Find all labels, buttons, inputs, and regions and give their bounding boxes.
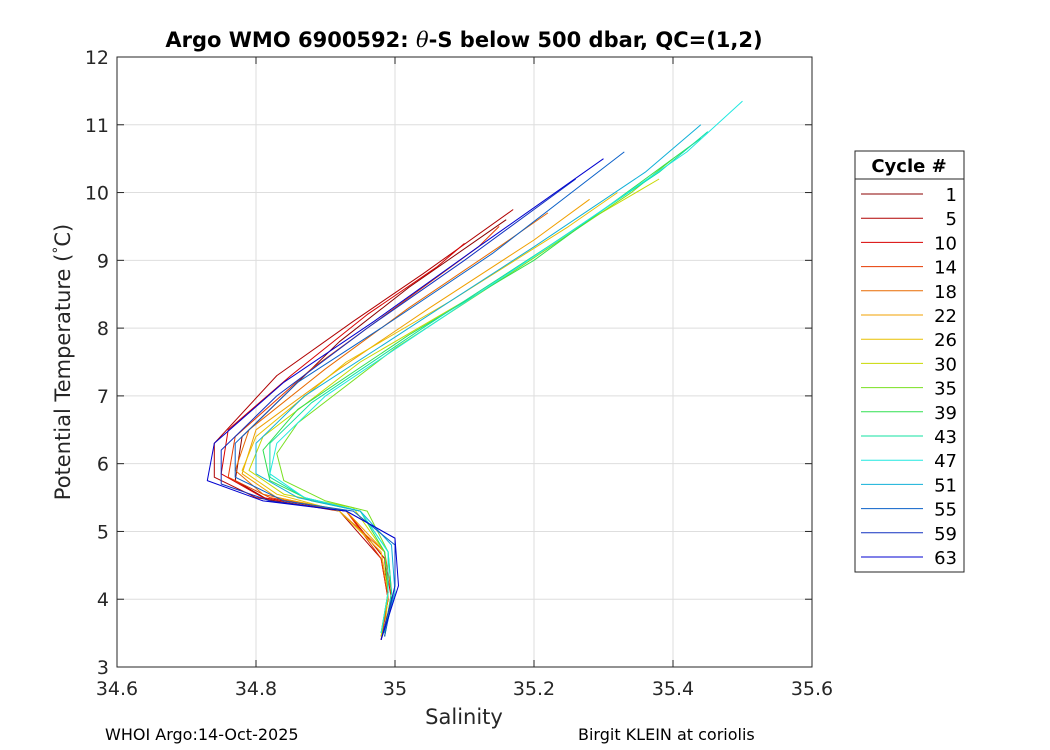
legend-item: 26 (861, 330, 957, 351)
legend: Cycle # 1 5 10 14 18 22 26 30 35 39 43 47 51 55 59 63 (854, 150, 965, 573)
ticks: 34.6 34.8 35 35.2 35.4 35.6 3 4 5 6 7 8 9 10 11 12 (85, 47, 833, 700)
x-tick-label: 35.2 (513, 678, 555, 700)
legend-label: 63 (934, 548, 957, 569)
title-prefix: Argo WMO 6900592: (165, 28, 416, 52)
legend-label: 59 (934, 524, 957, 545)
y-tick-label: 9 (97, 250, 109, 272)
legend-item: 51 (861, 475, 957, 496)
series-layer (206, 100, 743, 641)
legend-label: 10 (934, 233, 957, 254)
legend-label: 47 (934, 451, 957, 472)
legend-label: 14 (934, 258, 957, 279)
legend-title-box (854, 150, 965, 180)
y-tick-label: 11 (85, 115, 109, 137)
y-tick-label: 3 (97, 657, 109, 679)
legend-item: 43 (861, 427, 957, 448)
x-tick-label: 34.8 (235, 678, 277, 700)
grid (116, 56, 813, 668)
legend-label: 51 (934, 475, 957, 496)
y-axis-label: Potential Temperature (°C) (51, 224, 75, 500)
y-tick-label: 8 (97, 318, 109, 340)
legend-box (854, 178, 965, 573)
y-axis-label-degree: ° (51, 247, 67, 254)
series-line-cycle-47 (269, 100, 743, 634)
y-tick-label: 12 (85, 47, 109, 69)
series-line-cycle-51 (255, 124, 702, 634)
series-line-cycle-59 (220, 178, 576, 641)
legend-label: 43 (934, 427, 957, 448)
x-tick-label: 35 (383, 678, 407, 700)
y-tick-label: 6 (97, 454, 109, 476)
y-axis-label-main: Potential Temperature ( (51, 254, 75, 501)
y-tick-label: 7 (97, 386, 109, 408)
series-line-cycle-26 (241, 192, 618, 634)
chart-title: Argo WMO 6900592: θ-S below 500 dbar, QC… (165, 28, 762, 52)
legend-item: 14 (861, 258, 957, 279)
legend-label: 1 (946, 185, 957, 206)
series-line-cycle-39 (262, 137, 702, 634)
legend-item: 55 (861, 500, 957, 521)
footer-right-note: Birgit KLEIN at coriolis (578, 725, 755, 744)
legend-label: 22 (934, 306, 957, 327)
y-axis-label-unit: C) (51, 224, 75, 247)
x-tick-label: 35.6 (791, 678, 833, 700)
legend-label: 55 (934, 500, 957, 521)
x-tick-label: 35.4 (652, 678, 694, 700)
legend-item: 10 (861, 233, 957, 254)
legend-title: Cycle # (871, 156, 946, 177)
legend-item: 63 (861, 548, 957, 569)
series-line-cycle-14 (227, 226, 500, 640)
x-axis-label: Salinity (425, 705, 503, 729)
legend-item: 39 (861, 403, 957, 424)
legend-item: 30 (861, 354, 957, 375)
legend-label: 39 (934, 403, 957, 424)
title-suffix: -S below 500 dbar, QC=(1,2) (429, 28, 763, 52)
legend-label: 18 (934, 282, 957, 303)
y-tick-label: 10 (85, 183, 109, 205)
series-line-cycle-63 (206, 158, 604, 641)
y-tick-label: 4 (97, 589, 109, 611)
legend-item: 18 (861, 282, 957, 303)
plot-frame (116, 56, 813, 668)
legend-item: 59 (861, 524, 957, 545)
legend-items: 1 5 10 14 18 22 26 30 35 39 43 47 51 55 59 63 (861, 185, 957, 569)
legend-label: 30 (934, 354, 957, 375)
plot-area (117, 57, 812, 667)
series-line-cycle-1 (234, 219, 507, 640)
x-tick-label: 34.6 (96, 678, 138, 700)
legend-item: 35 (861, 379, 957, 400)
legend-item: 47 (861, 451, 957, 472)
legend-item: 22 (861, 306, 957, 327)
legend-label: 35 (934, 379, 957, 400)
legend-label: 5 (946, 209, 957, 230)
legend-item: 5 (861, 209, 957, 230)
legend-item: 1 (861, 185, 957, 206)
y-tick-label: 5 (97, 521, 109, 543)
title-theta: θ (416, 28, 429, 52)
legend-label: 26 (934, 330, 957, 351)
footer-left-note: WHOI Argo:14-Oct-2025 (105, 725, 299, 744)
